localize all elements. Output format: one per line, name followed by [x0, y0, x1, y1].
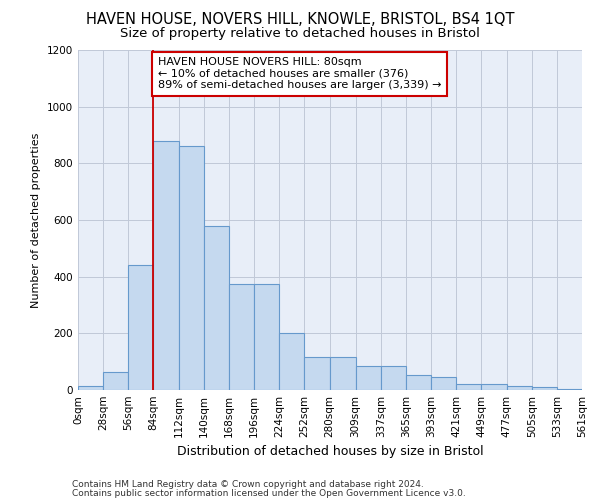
Bar	[329, 358, 356, 390]
Text: Size of property relative to detached houses in Bristol: Size of property relative to detached ho…	[120, 28, 480, 40]
Bar	[279, 334, 304, 390]
X-axis label: Distribution of detached houses by size in Bristol: Distribution of detached houses by size …	[176, 446, 484, 458]
Bar	[456, 384, 481, 390]
Bar	[557, 388, 582, 390]
Text: HAVEN HOUSE, NOVERS HILL, KNOWLE, BRISTOL, BS4 1QT: HAVEN HOUSE, NOVERS HILL, KNOWLE, BRISTO…	[86, 12, 514, 28]
Bar	[229, 284, 254, 390]
Bar	[481, 384, 506, 390]
Bar	[381, 366, 406, 390]
Bar	[254, 284, 279, 390]
Bar	[103, 372, 128, 390]
Bar	[506, 386, 532, 390]
Text: HAVEN HOUSE NOVERS HILL: 80sqm
← 10% of detached houses are smaller (376)
89% of: HAVEN HOUSE NOVERS HILL: 80sqm ← 10% of …	[158, 57, 442, 90]
Bar	[128, 266, 154, 390]
Bar	[431, 378, 456, 390]
Text: Contains HM Land Registry data © Crown copyright and database right 2024.: Contains HM Land Registry data © Crown c…	[72, 480, 424, 489]
Bar	[356, 366, 381, 390]
Bar	[179, 146, 204, 390]
Bar	[532, 387, 557, 390]
Y-axis label: Number of detached properties: Number of detached properties	[31, 132, 41, 308]
Bar	[304, 358, 329, 390]
Bar	[78, 386, 103, 390]
Text: Contains public sector information licensed under the Open Government Licence v3: Contains public sector information licen…	[72, 488, 466, 498]
Bar	[154, 140, 179, 390]
Bar	[204, 226, 229, 390]
Bar	[406, 376, 431, 390]
